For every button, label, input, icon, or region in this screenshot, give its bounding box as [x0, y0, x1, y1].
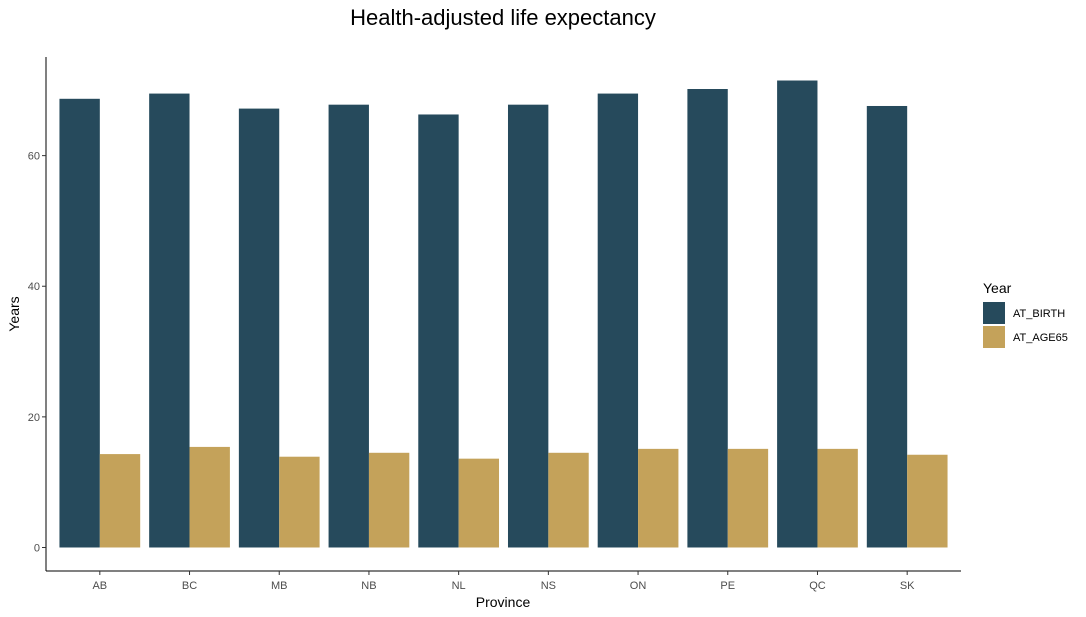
x-tick-label-on: ON [630, 580, 647, 592]
bar-sk-at-age65 [907, 454, 948, 548]
bar-ab-at-birth [59, 98, 100, 548]
x-tick-label-qc: QC [809, 580, 826, 592]
x-axis-title: Province [476, 594, 531, 610]
bar-ns-at-birth [507, 104, 549, 548]
x-tick-label-mb: MB [271, 580, 288, 592]
bar-on-at-birth [597, 93, 639, 548]
chart-title: Health-adjusted life expectancy [350, 5, 656, 30]
bars-layer [59, 80, 948, 548]
x-tick-label-ab: AB [92, 580, 107, 592]
x-tick-label-nl: NL [452, 580, 466, 592]
x-tick-label-ns: NS [541, 580, 556, 592]
y-ticks-layer: 0 20 40 60 [28, 151, 46, 554]
bar-bc-at-birth [149, 93, 190, 548]
x-ticks-layer: AB BC MB NB NL NS ON PE QC SK [92, 571, 915, 592]
x-tick-label-sk: SK [900, 580, 915, 592]
bar-on-at-age65 [638, 448, 679, 548]
legend-label-at-birth: AT_BIRTH [1013, 308, 1065, 320]
bar-mb-at-age65 [279, 456, 320, 548]
bar-qc-at-birth [777, 80, 818, 548]
legend-label-at-age65: AT_AGE65 [1013, 332, 1068, 344]
bar-nl-at-birth [418, 114, 459, 548]
bar-sk-at-birth [866, 105, 908, 548]
x-tick-label-pe: PE [720, 580, 735, 592]
bar-pe-at-age65 [727, 448, 769, 548]
legend-swatch-at-birth [983, 302, 1005, 324]
bar-bc-at-age65 [189, 446, 230, 548]
x-tick-label-nb: NB [361, 580, 376, 592]
x-tick-label-bc: BC [182, 580, 197, 592]
bar-pe-at-birth [687, 89, 728, 548]
y-tick-label: 0 [34, 542, 40, 554]
y-tick-label: 60 [28, 151, 40, 163]
y-tick-label: 20 [28, 412, 40, 424]
bar-ns-at-age65 [548, 452, 589, 548]
bar-ab-at-age65 [99, 454, 141, 548]
bar-nb-at-birth [328, 104, 369, 548]
bar-qc-at-age65 [817, 448, 858, 548]
y-tick-label: 40 [28, 281, 40, 293]
legend-swatch-at-age65 [983, 326, 1005, 348]
legend: Year AT_BIRTH AT_AGE65 [983, 280, 1068, 348]
y-axis-title: Years [6, 296, 22, 331]
bar-nb-at-age65 [368, 452, 410, 548]
bar-mb-at-birth [238, 108, 280, 548]
legend-title: Year [983, 280, 1012, 296]
bar-nl-at-age65 [458, 458, 500, 548]
